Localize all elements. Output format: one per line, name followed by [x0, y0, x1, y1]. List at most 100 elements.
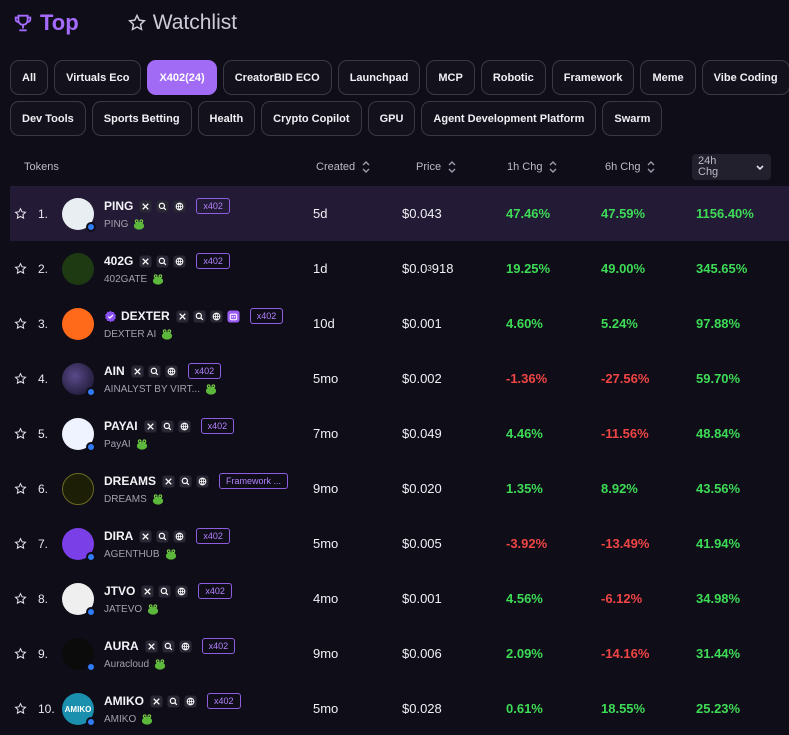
filter-chip-x402-24[interactable]: X402(24): [147, 60, 217, 95]
globe-icon[interactable]: [175, 584, 188, 598]
table-row[interactable]: 8. JTVO x402 JATEVO 4mo $0.001 4.56% -6.12% 34.9…: [10, 571, 789, 626]
favorite-toggle[interactable]: [14, 406, 32, 461]
filter-chip-dev-tools[interactable]: Dev Tools: [10, 101, 86, 136]
filter-chip-agent-development-platform[interactable]: Agent Development Platform: [421, 101, 597, 136]
x-twitter-icon[interactable]: [176, 309, 189, 323]
filter-chip-all[interactable]: All: [10, 60, 49, 95]
col-1h-chg[interactable]: 1h Chg: [507, 152, 558, 182]
col-price[interactable]: Price: [416, 152, 457, 182]
filter-chip-gpu[interactable]: GPU: [367, 101, 416, 136]
filter-chip-sports-betting[interactable]: Sports Betting: [91, 101, 192, 136]
category-tag[interactable]: x402: [249, 308, 284, 324]
globe-icon[interactable]: [210, 309, 223, 323]
category-tag[interactable]: x402: [196, 253, 230, 269]
table-row[interactable]: 1. PING x402 PING 5d $0.043 47.46% 47.59% 1156.4…: [10, 186, 789, 241]
x-twitter-icon[interactable]: [150, 694, 163, 708]
filter-chip-swarm[interactable]: Swarm: [602, 101, 663, 136]
category-tag[interactable]: x402: [200, 418, 235, 434]
col-24h-label-b: Chg: [698, 166, 719, 178]
favorite-toggle[interactable]: [14, 516, 32, 571]
x-twitter-icon[interactable]: [144, 419, 157, 433]
category-tag[interactable]: x402: [198, 583, 232, 599]
search-icon[interactable]: [167, 694, 180, 708]
favorite-toggle[interactable]: [14, 351, 32, 406]
filter-chip-creatorbid-eco[interactable]: CreatorBID ECO: [222, 60, 332, 95]
price-value: $0.006: [402, 626, 442, 681]
search-icon[interactable]: [193, 309, 206, 323]
col-6h-chg[interactable]: 6h Chg: [605, 152, 656, 182]
favorite-toggle[interactable]: [14, 571, 32, 626]
top-tab[interactable]: Top: [12, 10, 79, 36]
star-outline-icon: [14, 207, 27, 220]
favorite-toggle[interactable]: [14, 461, 32, 516]
filter-chip-framework[interactable]: Framework: [551, 60, 635, 95]
favorite-toggle[interactable]: [14, 186, 32, 241]
table-row[interactable]: 5. PAYAI x402 PayAI 7mo $0.049 4.46% -11.56% 48.…: [10, 406, 789, 461]
table-row[interactable]: 10. AMIKO AMIKO x402 AMIKO 5mo $0.028 0.61% 18.5…: [10, 681, 789, 735]
token-symbol[interactable]: 402G: [104, 254, 134, 268]
filter-chip-robotic[interactable]: Robotic: [480, 60, 546, 95]
category-tag[interactable]: x402: [196, 198, 230, 214]
x-twitter-icon[interactable]: [131, 364, 144, 378]
search-icon[interactable]: [161, 419, 174, 433]
col-created[interactable]: Created: [316, 152, 371, 182]
globe-icon[interactable]: [196, 474, 209, 488]
x-twitter-icon[interactable]: [162, 474, 175, 488]
filter-chip-vibe-coding[interactable]: Vibe Coding: [701, 60, 789, 95]
token-symbol[interactable]: DREAMS: [104, 474, 157, 488]
filter-chip-crypto-copilot[interactable]: Crypto Copilot: [261, 101, 362, 136]
favorite-toggle[interactable]: [14, 241, 32, 296]
favorite-toggle[interactable]: [14, 681, 32, 735]
table-row[interactable]: 7. DIRA x402 AGENTHUB 5mo $0.005 -3.92% -13.49%…: [10, 516, 789, 571]
token-symbol[interactable]: AIN: [104, 364, 125, 378]
globe-icon[interactable]: [178, 419, 191, 433]
favorite-toggle[interactable]: [14, 296, 32, 351]
token-symbol[interactable]: DEXTER: [121, 309, 170, 323]
watchlist-tab[interactable]: Watchlist: [127, 11, 237, 35]
x-twitter-icon[interactable]: [139, 199, 152, 213]
x-twitter-icon[interactable]: [141, 584, 154, 598]
globe-icon[interactable]: [165, 364, 178, 378]
globe-icon[interactable]: [184, 694, 197, 708]
filter-chip-mcp[interactable]: MCP: [426, 60, 475, 95]
search-icon[interactable]: [148, 364, 161, 378]
table-row[interactable]: 3. DEXTER x402 DEXTER AI 10d $0.001 4.60% 5.24%…: [10, 296, 789, 351]
token-avatar: [62, 473, 94, 505]
table-row[interactable]: 4. AIN x402 AINALYST BY VIRT... 5mo $0.002 -1.…: [10, 351, 789, 406]
token-symbol[interactable]: AURA: [104, 639, 139, 653]
category-tag[interactable]: x402: [201, 638, 236, 654]
table-row[interactable]: 9. AURA x402 Auracloud 9mo $0.006 2.09% -14.16%…: [10, 626, 789, 681]
token-symbol[interactable]: PAYAI: [104, 419, 138, 433]
token-symbol[interactable]: DIRA: [104, 529, 134, 543]
search-icon[interactable]: [162, 639, 175, 653]
x-twitter-icon[interactable]: [139, 529, 152, 543]
globe-icon[interactable]: [173, 254, 186, 268]
category-tag[interactable]: x402: [196, 528, 230, 544]
globe-icon[interactable]: [173, 529, 186, 543]
filter-chip-launchpad[interactable]: Launchpad: [337, 60, 421, 95]
token-symbol[interactable]: PING: [104, 199, 134, 213]
search-icon[interactable]: [179, 474, 192, 488]
category-tag[interactable]: x402: [207, 693, 241, 709]
x-twitter-icon[interactable]: [145, 639, 158, 653]
col-created-label: Created: [316, 161, 356, 173]
col-24h-chg[interactable]: 24h Chg: [692, 154, 771, 180]
token-symbol[interactable]: JTVO: [104, 584, 136, 598]
token-symbol[interactable]: AMIKO: [104, 694, 144, 708]
search-icon[interactable]: [158, 584, 171, 598]
favorite-toggle[interactable]: [14, 626, 32, 681]
table-row[interactable]: 2. 402G x402 402GATE 1d $0.0 3 918 19.25% 49.00% 3…: [10, 241, 789, 296]
search-icon[interactable]: [156, 199, 169, 213]
filter-chip-virtuals-eco[interactable]: Virtuals Eco: [54, 60, 142, 95]
globe-icon[interactable]: [173, 199, 186, 213]
filter-chip-meme[interactable]: Meme: [640, 60, 696, 95]
table-row[interactable]: 6. DREAMS Framework ... DREAMS 9mo $0.020 1.35…: [10, 461, 789, 516]
search-icon[interactable]: [156, 529, 169, 543]
robot-icon[interactable]: [227, 309, 240, 323]
x-twitter-icon[interactable]: [139, 254, 152, 268]
category-tag[interactable]: x402: [187, 363, 222, 379]
search-icon[interactable]: [156, 254, 169, 268]
globe-icon[interactable]: [179, 639, 192, 653]
category-tag[interactable]: Framework ...: [219, 473, 289, 489]
filter-chip-health[interactable]: Health: [197, 101, 256, 136]
